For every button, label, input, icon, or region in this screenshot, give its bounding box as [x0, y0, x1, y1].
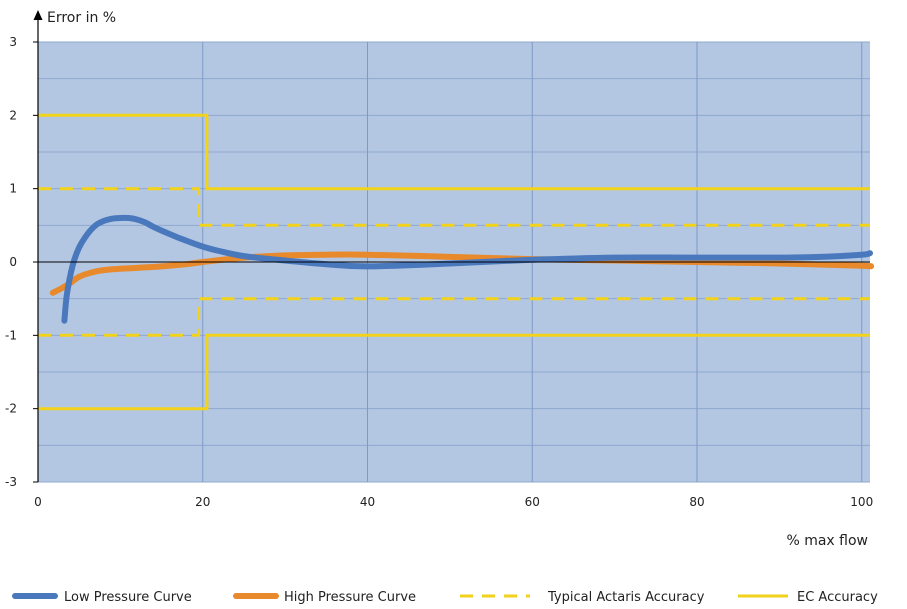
y-tick-label: -2 [5, 402, 17, 416]
ec-accuracy-line [38, 333, 870, 411]
x-tick-label: 60 [525, 495, 540, 509]
typical-accuracy-line [38, 187, 870, 227]
x-tick-label: 0 [34, 495, 42, 509]
accuracy-bands [38, 113, 870, 411]
low-pressure-curve [61, 214, 873, 324]
legend-label: EC Accuracy [797, 590, 878, 605]
legend-label: High Pressure Curve [284, 590, 416, 605]
y-axis-arrow-icon [33, 10, 43, 20]
y-tick-label: 0 [9, 255, 17, 269]
x-tick-label: 100 [850, 495, 873, 509]
x-tick-label: 40 [360, 495, 375, 509]
legend: Low Pressure Curve High Pressure Curve Typ… [12, 590, 878, 605]
x-tick-label: 80 [689, 495, 704, 509]
y-tick-label: 3 [9, 35, 17, 49]
y-tick-label: -1 [5, 328, 17, 342]
legend-label: Low Pressure Curve [64, 590, 192, 605]
y-tick-label: 2 [9, 108, 17, 122]
typical-accuracy-line [38, 297, 870, 337]
x-axis-title: % max flow [786, 533, 868, 549]
y-tick-label: -3 [5, 475, 17, 489]
legend-label: Typical Actaris Accuracy [547, 590, 705, 605]
ec-accuracy-line [38, 113, 870, 191]
y-tick-label: 1 [9, 182, 17, 196]
y-tick-labels: -3 -2 -1 0 1 2 3 [5, 35, 38, 489]
y-axis-title: Error in % [47, 10, 116, 26]
x-tick-labels: 0 20 40 60 80 100 [34, 495, 873, 509]
x-tick-label: 20 [195, 495, 210, 509]
